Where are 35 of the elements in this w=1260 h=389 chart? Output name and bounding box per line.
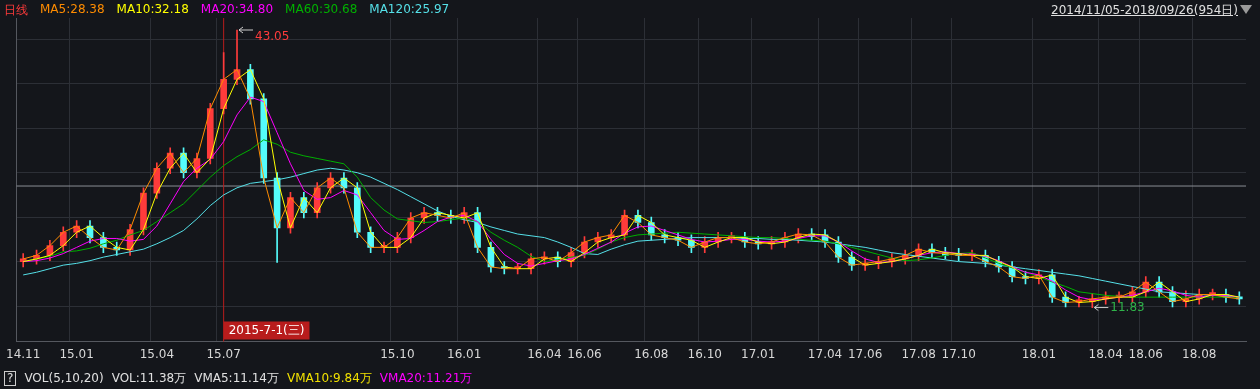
text: MA120:25.97 <box>369 2 450 18</box>
x-tick-label: 18.06 <box>1128 346 1163 361</box>
text: 2014/11/05-2018/09/26(954日) <box>1051 2 1238 19</box>
x-tick-label: 16.01 <box>447 346 482 361</box>
x-tick-label: 18.04 <box>1088 346 1123 361</box>
ref-line-label: 2015-7-1(三) <box>228 322 305 337</box>
x-tick-label: 14.11 <box>6 346 41 361</box>
text: 日线 <box>4 2 28 19</box>
text: ? <box>4 371 17 386</box>
x-tick-label: 16.06 <box>567 346 602 361</box>
annotation: 11.83 <box>1110 299 1145 314</box>
x-tick-label: 15.01 <box>59 346 94 361</box>
text: VMA5:11.14万 <box>194 371 280 385</box>
text: VOL(5,10,20) <box>24 371 104 385</box>
x-tick-label: 17.08 <box>901 346 936 361</box>
x-tick-label: 17.01 <box>741 346 776 361</box>
x-tick-label: 15.07 <box>206 346 241 361</box>
annotation: 43.05 <box>255 29 290 44</box>
x-tick-label: 15.10 <box>380 346 415 361</box>
x-tick-label: 17.06 <box>847 346 883 361</box>
x-tick-label: 17.04 <box>807 346 843 361</box>
x-tick-label: 16.08 <box>634 346 669 361</box>
text: VMA20:11.21万 <box>379 371 473 385</box>
text: MA60:30.68 <box>285 2 358 18</box>
text: VOL:11.38万 <box>111 371 187 385</box>
x-tick-label: 18.01 <box>1021 346 1057 361</box>
text: MA20:34.80 <box>200 2 274 18</box>
x-tick-label: 15.04 <box>139 346 175 361</box>
x-tick-label: 17.10 <box>941 346 976 361</box>
text: MA5:28.38 <box>40 2 105 18</box>
x-tick-label: 16.04 <box>527 346 562 361</box>
x-tick-label: 16.10 <box>687 346 722 361</box>
text: MA10:32.18 <box>116 2 189 18</box>
text: VMA10:9.84万 <box>287 371 372 385</box>
x-tick-label: 18.08 <box>1182 346 1217 361</box>
